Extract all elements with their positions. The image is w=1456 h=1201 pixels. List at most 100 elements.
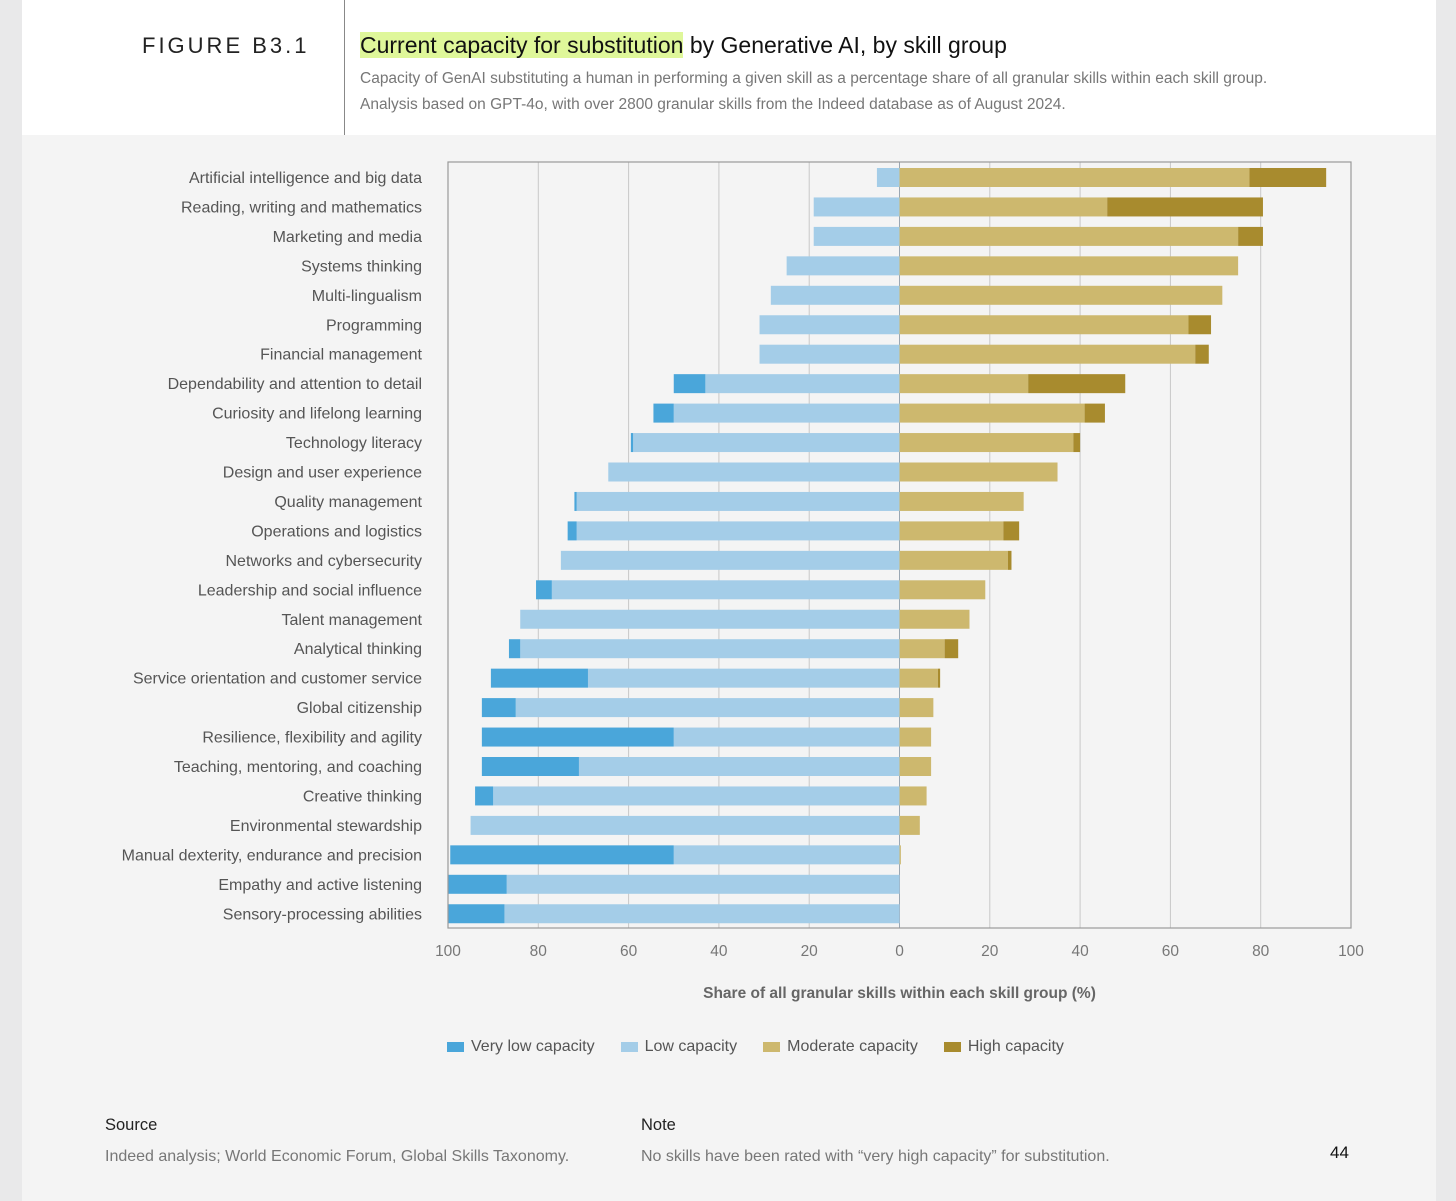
bar-very-low-capacity bbox=[653, 403, 674, 423]
bar-low-capacity bbox=[560, 550, 900, 570]
bar-very-low-capacity bbox=[448, 904, 505, 924]
x-tick-label: 60 bbox=[1162, 943, 1180, 960]
bar-moderate-capacity bbox=[899, 344, 1196, 364]
category-label: Systems thinking bbox=[301, 258, 422, 275]
bar-moderate-capacity bbox=[899, 285, 1223, 305]
bar-moderate-capacity bbox=[899, 197, 1108, 217]
category-label: Resilience, flexibility and agility bbox=[202, 730, 422, 747]
source-text: Indeed analysis; World Economic Forum, G… bbox=[105, 1148, 570, 1165]
diverging-bar-chart: Artificial intelligence and big data Read… bbox=[122, 161, 1364, 960]
x-tick-label: 20 bbox=[981, 943, 999, 960]
category-label: Empathy and active listening bbox=[218, 877, 422, 894]
bar-very-low-capacity bbox=[481, 698, 516, 718]
category-label: Environmental stewardship bbox=[230, 818, 422, 835]
bar-moderate-capacity bbox=[899, 815, 920, 835]
legend-swatch-high bbox=[943, 1042, 961, 1052]
bar-high-capacity bbox=[1238, 226, 1263, 246]
category-label: Leadership and social influence bbox=[198, 582, 422, 599]
note-text: No skills have been rated with “very hig… bbox=[641, 1148, 1110, 1165]
bar-low-capacity bbox=[633, 433, 900, 453]
figure-title: Current capacity for substitution by Gen… bbox=[360, 32, 1007, 59]
page-number: 44 bbox=[1330, 1143, 1349, 1162]
x-tick-label: 80 bbox=[1252, 943, 1270, 960]
plot-frame bbox=[447, 161, 1352, 929]
bar-high-capacity bbox=[944, 639, 959, 659]
category-label: Reading, writing and mathematics bbox=[181, 199, 422, 216]
title-highlight: Current capacity for substitution bbox=[360, 32, 684, 58]
category-label: Marketing and media bbox=[273, 229, 423, 246]
bar-moderate-capacity bbox=[899, 462, 1058, 482]
bar-very-low-capacity bbox=[448, 874, 507, 894]
category-label: Operations and logistics bbox=[251, 523, 422, 540]
bar-low-capacity bbox=[673, 845, 900, 865]
figure-label: FIGURE B3.1 bbox=[142, 33, 310, 58]
category-label: Analytical thinking bbox=[294, 641, 422, 658]
subtitle-line-2: Analysis based on GPT-4o, with over 2800… bbox=[360, 96, 1066, 113]
category-label: Manual dexterity, endurance and precisio… bbox=[122, 847, 422, 864]
bar-low-capacity bbox=[759, 344, 900, 364]
x-tick-label: 40 bbox=[1071, 943, 1089, 960]
legend-swatch-moderate bbox=[763, 1042, 781, 1052]
category-label: Dependability and attention to detail bbox=[168, 376, 422, 393]
bar-low-capacity bbox=[786, 256, 900, 276]
x-tick-label: 60 bbox=[620, 943, 638, 960]
bar-low-capacity bbox=[673, 727, 900, 747]
bar-moderate-capacity bbox=[899, 609, 970, 629]
bar-moderate-capacity bbox=[899, 698, 934, 718]
legend-label-very-low: Very low capacity bbox=[471, 1038, 595, 1055]
bar-moderate-capacity bbox=[899, 226, 1239, 246]
x-tick-label: 100 bbox=[1338, 943, 1364, 960]
bar-moderate-capacity bbox=[899, 433, 1074, 453]
bar-very-low-capacity bbox=[481, 757, 579, 776]
bar-low-capacity bbox=[504, 904, 900, 924]
bar-low-capacity bbox=[770, 285, 900, 305]
legend-item-low: Low capacity bbox=[620, 1038, 737, 1056]
bar-low-capacity bbox=[520, 639, 900, 659]
bar-moderate-capacity bbox=[899, 668, 938, 688]
bar-low-capacity bbox=[813, 226, 900, 246]
bar-moderate-capacity bbox=[899, 580, 986, 600]
bar-moderate-capacity bbox=[899, 727, 932, 747]
x-tick-label: 80 bbox=[530, 943, 548, 960]
bar-low-capacity bbox=[515, 698, 900, 718]
bar-moderate-capacity bbox=[899, 374, 1029, 394]
bar-low-capacity bbox=[608, 462, 900, 482]
category-label: Technology literacy bbox=[286, 435, 422, 452]
legend-swatch-very-low bbox=[447, 1042, 464, 1052]
category-label: Quality management bbox=[274, 494, 422, 511]
bar-low-capacity bbox=[813, 197, 900, 217]
figure-subtitle: Capacity of GenAI substituting a human i… bbox=[360, 66, 1400, 118]
bar-moderate-capacity bbox=[899, 491, 1024, 511]
category-label: Creative thinking bbox=[303, 788, 422, 805]
category-label: Programming bbox=[326, 317, 422, 334]
bar-moderate-capacity bbox=[899, 315, 1189, 335]
legend-item-high: High capacity bbox=[943, 1038, 1064, 1056]
category-label: Service orientation and customer service bbox=[133, 671, 422, 688]
bar-low-capacity bbox=[551, 580, 900, 600]
bar-very-low-capacity bbox=[574, 491, 577, 511]
figure-header: FIGURE B3.1 Current capacity for substit… bbox=[22, 0, 1436, 135]
bar-moderate-capacity bbox=[899, 845, 901, 865]
bar-high-capacity bbox=[1249, 168, 1327, 187]
x-tick-label: 0 bbox=[895, 943, 904, 960]
bar-high-capacity bbox=[1084, 403, 1105, 423]
bar-moderate-capacity bbox=[899, 550, 1008, 570]
title-rest: by Generative AI, by skill group bbox=[683, 32, 1007, 58]
category-label: Artificial intelligence and big data bbox=[189, 170, 422, 187]
bar-moderate-capacity bbox=[899, 521, 1004, 541]
bar-very-low-capacity bbox=[567, 521, 577, 541]
x-tick-label: 20 bbox=[801, 943, 819, 960]
bar-high-capacity bbox=[1073, 433, 1081, 453]
category-label: Global citizenship bbox=[297, 700, 423, 717]
header-divider bbox=[344, 0, 345, 135]
bar-low-capacity bbox=[470, 815, 900, 835]
bar-low-capacity bbox=[578, 757, 900, 776]
x-tick-label: 100 bbox=[435, 943, 461, 960]
bar-high-capacity bbox=[1003, 521, 1020, 541]
bar-moderate-capacity bbox=[899, 639, 945, 659]
bar-very-low-capacity bbox=[475, 786, 494, 806]
bar-moderate-capacity bbox=[899, 168, 1250, 187]
category-label: Talent management bbox=[281, 612, 422, 629]
bar-very-low-capacity bbox=[450, 845, 674, 865]
category-label: Teaching, mentoring, and coaching bbox=[174, 759, 422, 776]
